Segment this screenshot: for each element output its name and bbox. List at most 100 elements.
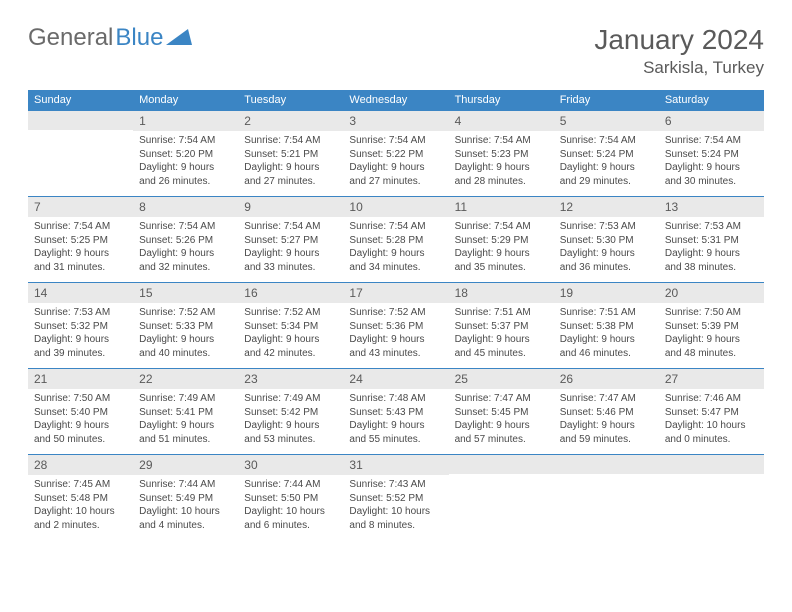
- day-number: 22: [133, 369, 238, 389]
- daylight-text: Daylight: 9 hours and 46 minutes.: [560, 333, 653, 360]
- daylight-text: Daylight: 9 hours and 53 minutes.: [244, 419, 337, 446]
- day-details: Sunrise: 7:51 AMSunset: 5:38 PMDaylight:…: [554, 303, 659, 366]
- daylight-text: Daylight: 9 hours and 59 minutes.: [560, 419, 653, 446]
- sunset-text: Sunset: 5:31 PM: [665, 234, 758, 248]
- sunset-text: Sunset: 5:24 PM: [560, 148, 653, 162]
- day-details: Sunrise: 7:52 AMSunset: 5:33 PMDaylight:…: [133, 303, 238, 366]
- week-row: 1Sunrise: 7:54 AMSunset: 5:20 PMDaylight…: [28, 111, 764, 197]
- location-label: Sarkisla, Turkey: [594, 58, 764, 78]
- calendar-table: Sunday Monday Tuesday Wednesday Thursday…: [28, 90, 764, 541]
- sunset-text: Sunset: 5:25 PM: [34, 234, 127, 248]
- sunset-text: Sunset: 5:43 PM: [349, 406, 442, 420]
- sunset-text: Sunset: 5:26 PM: [139, 234, 232, 248]
- sunrise-text: Sunrise: 7:48 AM: [349, 392, 442, 406]
- daylight-text: Daylight: 9 hours and 51 minutes.: [139, 419, 232, 446]
- daylight-text: Daylight: 9 hours and 38 minutes.: [665, 247, 758, 274]
- day-details: Sunrise: 7:47 AMSunset: 5:46 PMDaylight:…: [554, 389, 659, 452]
- sunrise-text: Sunrise: 7:50 AM: [665, 306, 758, 320]
- day-details: Sunrise: 7:50 AMSunset: 5:39 PMDaylight:…: [659, 303, 764, 366]
- sunrise-text: Sunrise: 7:54 AM: [244, 220, 337, 234]
- daylight-text: Daylight: 9 hours and 36 minutes.: [560, 247, 653, 274]
- sunrise-text: Sunrise: 7:54 AM: [349, 220, 442, 234]
- day-details: Sunrise: 7:44 AMSunset: 5:50 PMDaylight:…: [238, 475, 343, 538]
- daylight-text: Daylight: 9 hours and 33 minutes.: [244, 247, 337, 274]
- week-row: 7Sunrise: 7:54 AMSunset: 5:25 PMDaylight…: [28, 197, 764, 283]
- day-cell: 4Sunrise: 7:54 AMSunset: 5:23 PMDaylight…: [449, 111, 554, 197]
- empty-day-header: [554, 455, 659, 474]
- month-title: January 2024: [594, 24, 764, 56]
- day-cell: 20Sunrise: 7:50 AMSunset: 5:39 PMDayligh…: [659, 283, 764, 369]
- day-cell: 3Sunrise: 7:54 AMSunset: 5:22 PMDaylight…: [343, 111, 448, 197]
- day-cell: 19Sunrise: 7:51 AMSunset: 5:38 PMDayligh…: [554, 283, 659, 369]
- day-cell: 29Sunrise: 7:44 AMSunset: 5:49 PMDayligh…: [133, 455, 238, 541]
- sunset-text: Sunset: 5:28 PM: [349, 234, 442, 248]
- day-number: 20: [659, 283, 764, 303]
- sunset-text: Sunset: 5:23 PM: [455, 148, 548, 162]
- header: GeneralBlue January 2024 Sarkisla, Turke…: [28, 24, 764, 78]
- title-block: January 2024 Sarkisla, Turkey: [594, 24, 764, 78]
- day-details: Sunrise: 7:45 AMSunset: 5:48 PMDaylight:…: [28, 475, 133, 538]
- day-cell: 11Sunrise: 7:54 AMSunset: 5:29 PMDayligh…: [449, 197, 554, 283]
- day-number: 17: [343, 283, 448, 303]
- day-details: Sunrise: 7:53 AMSunset: 5:30 PMDaylight:…: [554, 217, 659, 280]
- empty-day-header: [449, 455, 554, 474]
- day-details: Sunrise: 7:52 AMSunset: 5:34 PMDaylight:…: [238, 303, 343, 366]
- logo-triangle-icon: [166, 27, 192, 50]
- daylight-text: Daylight: 9 hours and 26 minutes.: [139, 161, 232, 188]
- sunrise-text: Sunrise: 7:54 AM: [139, 220, 232, 234]
- day-number: 14: [28, 283, 133, 303]
- day-number: 3: [343, 111, 448, 131]
- day-cell: [554, 455, 659, 541]
- week-row: 14Sunrise: 7:53 AMSunset: 5:32 PMDayligh…: [28, 283, 764, 369]
- day-cell: 15Sunrise: 7:52 AMSunset: 5:33 PMDayligh…: [133, 283, 238, 369]
- day-number: 21: [28, 369, 133, 389]
- sunrise-text: Sunrise: 7:51 AM: [560, 306, 653, 320]
- logo: GeneralBlue: [28, 24, 192, 52]
- sunrise-text: Sunrise: 7:43 AM: [349, 478, 442, 492]
- dow-sunday: Sunday: [28, 90, 133, 111]
- day-number: 6: [659, 111, 764, 131]
- day-cell: 10Sunrise: 7:54 AMSunset: 5:28 PMDayligh…: [343, 197, 448, 283]
- day-number: 31: [343, 455, 448, 475]
- daylight-text: Daylight: 10 hours and 6 minutes.: [244, 505, 337, 532]
- day-number: 7: [28, 197, 133, 217]
- day-details: Sunrise: 7:54 AMSunset: 5:21 PMDaylight:…: [238, 131, 343, 194]
- day-cell: 1Sunrise: 7:54 AMSunset: 5:20 PMDaylight…: [133, 111, 238, 197]
- dow-friday: Friday: [554, 90, 659, 111]
- sunset-text: Sunset: 5:48 PM: [34, 492, 127, 506]
- day-details: Sunrise: 7:54 AMSunset: 5:20 PMDaylight:…: [133, 131, 238, 194]
- sunrise-text: Sunrise: 7:50 AM: [34, 392, 127, 406]
- day-details: Sunrise: 7:53 AMSunset: 5:31 PMDaylight:…: [659, 217, 764, 280]
- week-row: 28Sunrise: 7:45 AMSunset: 5:48 PMDayligh…: [28, 455, 764, 541]
- day-details: Sunrise: 7:51 AMSunset: 5:37 PMDaylight:…: [449, 303, 554, 366]
- sunrise-text: Sunrise: 7:53 AM: [34, 306, 127, 320]
- sunset-text: Sunset: 5:38 PM: [560, 320, 653, 334]
- calendar-page: GeneralBlue January 2024 Sarkisla, Turke…: [0, 0, 792, 565]
- sunrise-text: Sunrise: 7:47 AM: [455, 392, 548, 406]
- sunrise-text: Sunrise: 7:46 AM: [665, 392, 758, 406]
- day-number: 24: [343, 369, 448, 389]
- daylight-text: Daylight: 9 hours and 50 minutes.: [34, 419, 127, 446]
- day-cell: 18Sunrise: 7:51 AMSunset: 5:37 PMDayligh…: [449, 283, 554, 369]
- day-number: 23: [238, 369, 343, 389]
- daylight-text: Daylight: 9 hours and 31 minutes.: [34, 247, 127, 274]
- sunrise-text: Sunrise: 7:54 AM: [139, 134, 232, 148]
- daylight-text: Daylight: 9 hours and 27 minutes.: [349, 161, 442, 188]
- sunrise-text: Sunrise: 7:53 AM: [665, 220, 758, 234]
- daylight-text: Daylight: 9 hours and 45 minutes.: [455, 333, 548, 360]
- dow-monday: Monday: [133, 90, 238, 111]
- sunset-text: Sunset: 5:24 PM: [665, 148, 758, 162]
- sunrise-text: Sunrise: 7:54 AM: [244, 134, 337, 148]
- day-cell: 2Sunrise: 7:54 AMSunset: 5:21 PMDaylight…: [238, 111, 343, 197]
- day-number: 4: [449, 111, 554, 131]
- daylight-text: Daylight: 9 hours and 40 minutes.: [139, 333, 232, 360]
- day-details: Sunrise: 7:54 AMSunset: 5:22 PMDaylight:…: [343, 131, 448, 194]
- daylight-text: Daylight: 9 hours and 35 minutes.: [455, 247, 548, 274]
- day-cell: 12Sunrise: 7:53 AMSunset: 5:30 PMDayligh…: [554, 197, 659, 283]
- sunset-text: Sunset: 5:29 PM: [455, 234, 548, 248]
- day-cell: 16Sunrise: 7:52 AMSunset: 5:34 PMDayligh…: [238, 283, 343, 369]
- day-cell: 27Sunrise: 7:46 AMSunset: 5:47 PMDayligh…: [659, 369, 764, 455]
- day-number: 25: [449, 369, 554, 389]
- sunrise-text: Sunrise: 7:54 AM: [349, 134, 442, 148]
- daylight-text: Daylight: 10 hours and 0 minutes.: [665, 419, 758, 446]
